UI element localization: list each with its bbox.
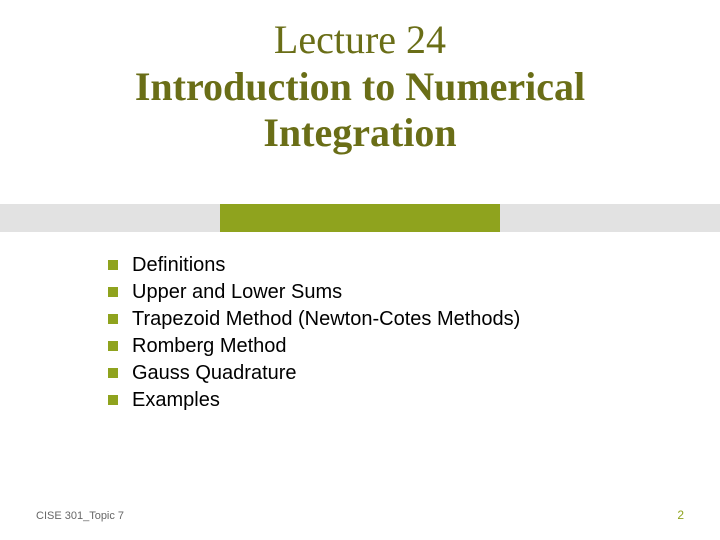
accent-bar [0, 204, 720, 232]
slide-number: 2 [677, 508, 684, 522]
list-item: Trapezoid Method (Newton-Cotes Methods) [108, 306, 520, 333]
square-bullet-icon [108, 395, 118, 405]
list-item-label: Romberg Method [132, 333, 287, 360]
title-line-1: Lecture 24 [0, 18, 720, 62]
square-bullet-icon [108, 314, 118, 324]
list-item: Examples [108, 387, 520, 414]
list-item: Gauss Quadrature [108, 360, 520, 387]
list-item-label: Upper and Lower Sums [132, 279, 342, 306]
bullet-list: Definitions Upper and Lower Sums Trapezo… [108, 252, 520, 414]
title-line-3: Integration [0, 110, 720, 156]
list-item: Upper and Lower Sums [108, 279, 520, 306]
footer-left: CISE 301_Topic 7 [36, 510, 124, 522]
list-item-label: Trapezoid Method (Newton-Cotes Methods) [132, 306, 520, 333]
title-line-2: Introduction to Numerical [0, 64, 720, 110]
square-bullet-icon [108, 260, 118, 270]
list-item: Definitions [108, 252, 520, 279]
list-item: Romberg Method [108, 333, 520, 360]
square-bullet-icon [108, 287, 118, 297]
list-item-label: Examples [132, 387, 220, 414]
title-block: Lecture 24 Introduction to Numerical Int… [0, 0, 720, 156]
square-bullet-icon [108, 368, 118, 378]
square-bullet-icon [108, 341, 118, 351]
list-item-label: Gauss Quadrature [132, 360, 297, 387]
slide: Lecture 24 Introduction to Numerical Int… [0, 0, 720, 540]
accent-bar-highlight [220, 204, 500, 232]
list-item-label: Definitions [132, 252, 225, 279]
